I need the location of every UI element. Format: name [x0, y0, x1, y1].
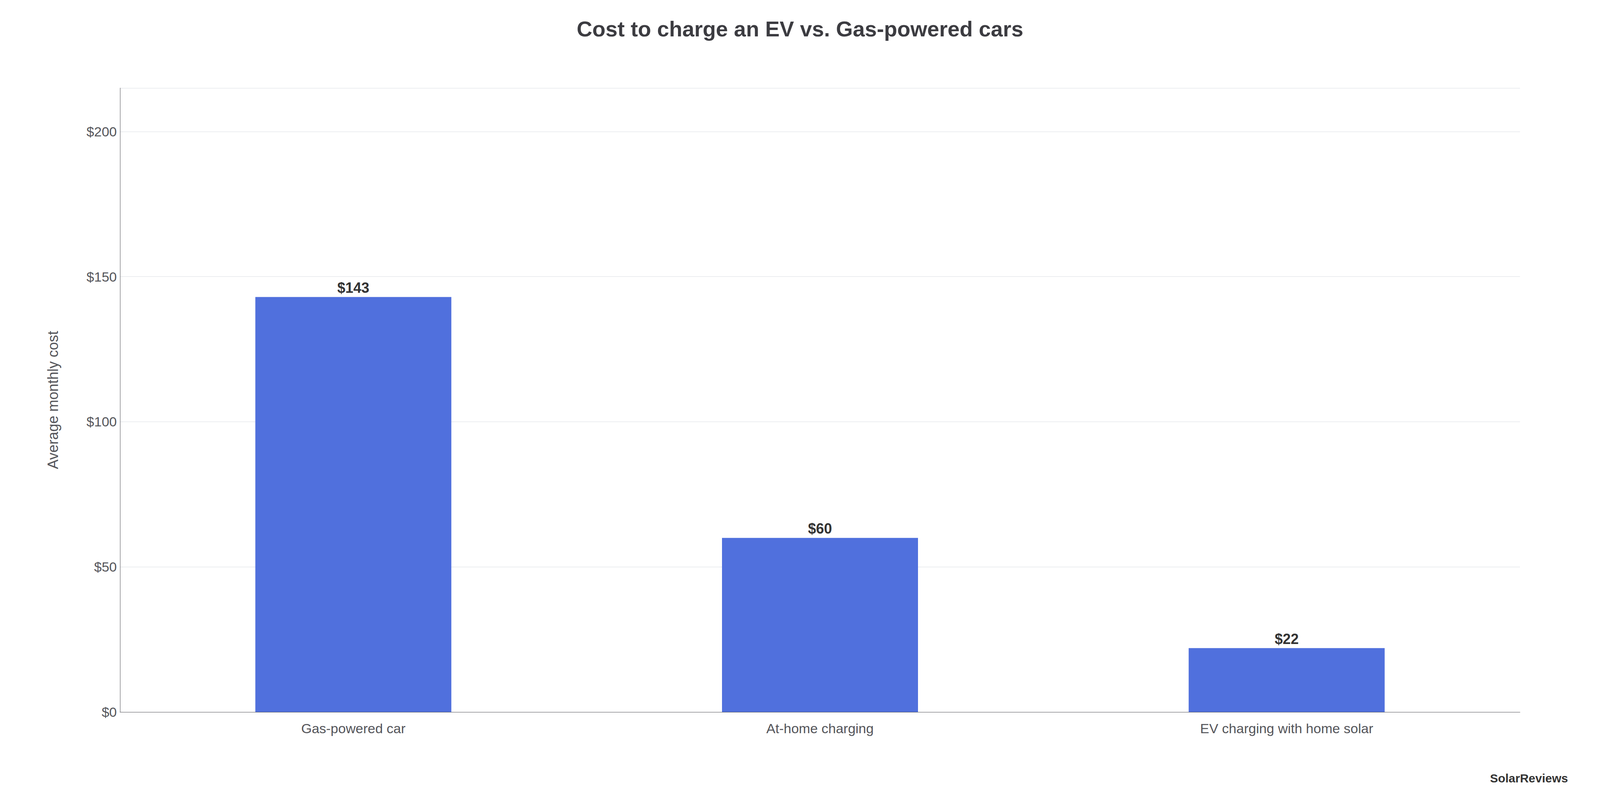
svg-text:$60: $60: [808, 520, 832, 537]
svg-text:At-home charging: At-home charging: [766, 720, 874, 736]
svg-text:Cost to charge an EV vs. Gas-p: Cost to charge an EV vs. Gas-powered car…: [576, 16, 1024, 41]
svg-text:Gas-powered car: Gas-powered car: [301, 720, 406, 736]
svg-text:$0: $0: [101, 704, 117, 720]
svg-text:$150: $150: [86, 269, 117, 285]
svg-text:$100: $100: [86, 414, 117, 430]
svg-text:Average monthly cost: Average monthly cost: [44, 330, 62, 470]
svg-text:$143: $143: [337, 279, 370, 296]
svg-text:$200: $200: [86, 124, 117, 140]
svg-text:$50: $50: [94, 559, 117, 575]
svg-text:EV charging with home solar: EV charging with home solar: [1200, 720, 1374, 736]
svg-text:SolarReviews: SolarReviews: [1490, 771, 1568, 785]
svg-text:$22: $22: [1274, 630, 1299, 648]
